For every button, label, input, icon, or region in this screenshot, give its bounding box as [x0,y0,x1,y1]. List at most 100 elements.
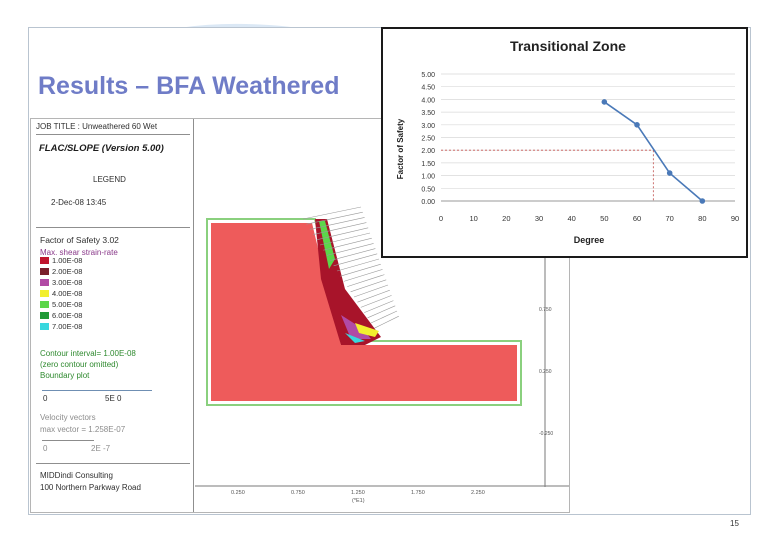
velocity-vector [374,315,399,329]
x-tick-5: 2.250 [471,490,485,496]
velocity-vector [326,243,374,256]
x-tick-label: 60 [633,214,641,223]
velocity-vectors-label: Velocity vectors [40,413,96,422]
page-number: 15 [730,519,739,528]
contour-swatch-label: 6.00E-08 [52,311,83,320]
y-tick-label: 1.50 [421,161,435,168]
y-tick-label: 3.50 [421,110,435,117]
zero-contour-note: (zero contour omitted) [40,360,119,369]
x-tick-labels: 0 10 20 30 40 50 60 70 80 90 [439,214,739,223]
velocity-vector [364,300,394,313]
contour-swatch [40,312,49,319]
y-tick-1: 0.750 [539,307,552,313]
velocity-vector [347,274,385,287]
series-line [601,99,706,204]
y-tick-label: 0.50 [421,186,435,193]
fos-series-line [603,101,703,202]
data-point [666,170,673,176]
velocity-vector [340,263,381,277]
legend-divider-bottom [36,463,190,464]
vector-scale-bar [42,440,94,441]
x-unit: (*E1) [352,498,365,504]
velocity-vector [319,232,371,246]
y-tick-label: 4.50 [421,85,435,92]
velocity-vector [367,305,396,319]
data-point [634,122,640,128]
company-name: MIDDindi Consulting [40,471,113,480]
contour-interval: Contour interval= 1.00E-08 [40,349,136,358]
velocity-vector [336,258,380,272]
velocity-vectors [302,206,399,329]
run-date: 2-Dec-08 13:45 [51,198,107,207]
velocity-vector [357,289,390,303]
vector-scale-right: 2E -7 [91,444,111,453]
x-tick-4: 1.750 [411,490,425,496]
y-tick-label: 3.00 [421,123,435,130]
velocity-vector [316,227,369,241]
vector-scale-left: 0 [43,444,48,453]
boundary-scale-bar [42,390,152,391]
fos-chart-svg: Transitional Zone Factor of Safety Degre… [396,38,739,245]
shear-band-yellow [355,323,379,337]
contour-swatch-label: 7.00E-08 [52,322,83,331]
boundary-scale-left: 0 [43,394,48,403]
flac-slope-model [195,119,569,487]
velocity-vector [306,211,363,225]
legend-divider [36,227,190,228]
factor-of-safety-label: Factor of Safety 3.02 [40,235,119,245]
x-tick-label: 30 [535,214,543,223]
strain-rate-label: Max. shear strain-rate [40,248,118,257]
contour-swatch-label: 3.00E-08 [52,278,83,287]
max-vector-label: max vector = 1.258E-07 [40,425,126,434]
velocity-vector [323,237,372,251]
x-tick-2: 0.750 [291,490,305,496]
reference-lines [441,149,654,201]
contour-swatch-label: 4.00E-08 [52,289,83,298]
shear-band-cyan [345,333,365,343]
velocity-vector [333,253,378,267]
velocity-vector [350,279,387,293]
contour-swatch-label: 5.00E-08 [52,300,83,309]
y-tick-2: 0.250 [539,369,552,375]
x-tick-label: 10 [469,214,477,223]
contour-swatch [40,301,49,308]
velocity-vector [353,284,389,298]
y-tick-label: 4.00 [421,97,435,104]
velocity-vector [330,248,376,261]
velocity-vector [343,269,383,282]
y-axis-label: Factor of Safety [396,118,405,179]
velocity-vector [370,310,398,324]
slope-body [211,223,517,401]
contour-swatch [40,279,49,286]
contour-swatch-label: 1.00E-08 [52,256,83,265]
x-tick-3: 1.250 [351,490,365,496]
chart-grid [441,73,735,202]
y-tick-label: 0.00 [421,199,435,206]
x-tick-1: 0.250 [231,490,245,496]
shear-band-green [319,221,335,269]
code-version: FLAC/SLOPE (Version 5.00) [39,143,164,154]
contour-swatch [40,290,49,297]
transitional-zone-chart: Transitional Zone Factor of Safety Degre… [381,27,748,258]
velocity-vector [313,222,367,235]
boundary-scale-right: 5E 0 [105,394,122,403]
y-tick-label: 1.00 [421,174,435,181]
contour-swatch [40,257,49,264]
flac-legend: JOB TITLE : Unweathered 60 Wet FLAC/SLOP… [31,119,194,512]
x-tick-label: 0 [439,214,443,223]
x-axis-label: Degree [574,235,605,245]
velocity-vector [309,217,365,230]
y-tick-3: -0.250 [539,431,554,437]
company-address: 100 Northern Parkway Road [40,483,141,492]
contour-swatch-label: 2.00E-08 [52,267,83,276]
job-title: JOB TITLE : Unweathered 60 Wet [36,122,190,135]
slide-title: Results – BFA Weathered [38,72,340,100]
y-tick-labels: 0.00 0.50 1.00 1.50 2.00 2.50 3.00 3.50 4.00 4.50… [421,72,435,206]
x-tick-label: 80 [698,214,706,223]
y-tick-label: 2.50 [421,136,435,143]
y-tick-label: 5.00 [421,72,435,79]
x-tick-label: 20 [502,214,510,223]
data-point [699,198,706,204]
x-tick-label: 70 [665,214,673,223]
x-tick-label: 90 [731,214,739,223]
